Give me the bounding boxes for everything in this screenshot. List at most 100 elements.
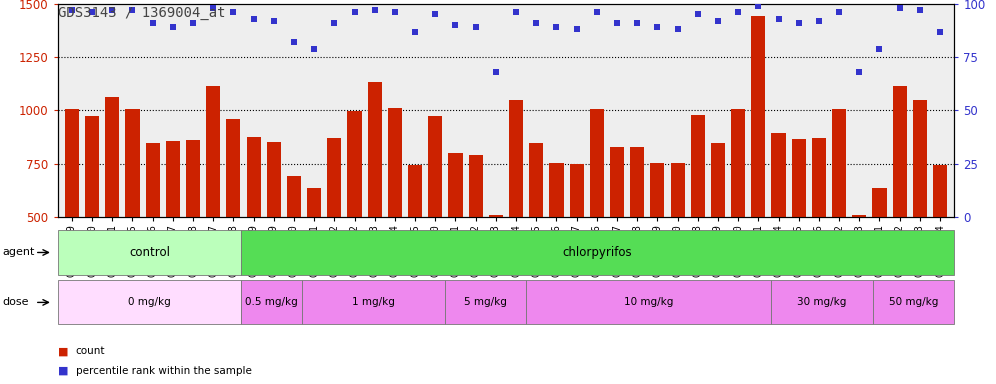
- Bar: [731, 109, 745, 217]
- Point: [124, 7, 140, 13]
- Point: [347, 9, 363, 15]
- Bar: [85, 116, 100, 217]
- Text: 5 mg/kg: 5 mg/kg: [464, 297, 507, 308]
- Text: 10 mg/kg: 10 mg/kg: [623, 297, 673, 308]
- Bar: [650, 162, 664, 217]
- Bar: [428, 116, 442, 217]
- Point: [205, 5, 221, 11]
- Bar: [226, 119, 240, 217]
- Bar: [186, 140, 200, 217]
- Bar: [892, 86, 906, 217]
- Text: 50 mg/kg: 50 mg/kg: [888, 297, 938, 308]
- Bar: [348, 111, 362, 217]
- Bar: [106, 96, 120, 217]
- Point: [710, 18, 726, 24]
- Bar: [165, 141, 180, 217]
- Point: [367, 7, 382, 13]
- Text: 0 mg/kg: 0 mg/kg: [128, 297, 171, 308]
- Point: [891, 5, 907, 11]
- Bar: [630, 147, 644, 217]
- Bar: [247, 137, 261, 217]
- Bar: [853, 215, 867, 217]
- Point: [649, 24, 665, 30]
- Bar: [448, 153, 462, 217]
- Text: 0.5 mg/kg: 0.5 mg/kg: [245, 297, 298, 308]
- Bar: [832, 109, 847, 217]
- Point: [872, 46, 887, 52]
- Point: [791, 20, 807, 26]
- Point: [488, 69, 504, 75]
- Bar: [65, 109, 79, 217]
- Point: [912, 7, 928, 13]
- Point: [165, 24, 181, 30]
- Point: [730, 9, 746, 15]
- Text: ■: ■: [58, 346, 69, 356]
- Point: [852, 69, 868, 75]
- Point: [144, 20, 160, 26]
- Bar: [912, 100, 927, 217]
- Bar: [590, 109, 604, 217]
- Bar: [933, 165, 947, 217]
- Point: [246, 16, 262, 22]
- Point: [306, 46, 322, 52]
- Point: [447, 22, 463, 28]
- Bar: [368, 82, 381, 217]
- Bar: [267, 142, 281, 217]
- Text: GDS3143 / 1369004_at: GDS3143 / 1369004_at: [58, 6, 225, 20]
- Bar: [550, 162, 564, 217]
- Point: [669, 26, 685, 33]
- Point: [690, 12, 706, 18]
- Bar: [206, 86, 220, 217]
- Point: [629, 20, 645, 26]
- Text: ■: ■: [58, 366, 69, 376]
- Text: dose: dose: [2, 297, 29, 308]
- Point: [64, 7, 80, 13]
- Text: percentile rank within the sample: percentile rank within the sample: [76, 366, 252, 376]
- Point: [549, 24, 565, 30]
- Point: [225, 9, 241, 15]
- Text: agent: agent: [2, 247, 35, 258]
- Point: [84, 9, 100, 15]
- Point: [387, 9, 403, 15]
- Bar: [872, 188, 886, 217]
- Point: [609, 20, 624, 26]
- Text: 1 mg/kg: 1 mg/kg: [353, 297, 395, 308]
- Bar: [509, 100, 523, 217]
- Bar: [328, 138, 342, 217]
- Point: [508, 9, 524, 15]
- Bar: [529, 144, 544, 217]
- Bar: [670, 162, 684, 217]
- Text: count: count: [76, 346, 106, 356]
- Point: [811, 18, 827, 24]
- Bar: [489, 215, 503, 217]
- Point: [286, 39, 302, 45]
- Bar: [812, 138, 826, 217]
- Bar: [468, 155, 483, 217]
- Point: [185, 20, 201, 26]
- Bar: [772, 133, 786, 217]
- Bar: [570, 164, 584, 217]
- Bar: [307, 188, 322, 217]
- Point: [266, 18, 282, 24]
- Bar: [751, 16, 765, 217]
- Point: [528, 20, 544, 26]
- Bar: [610, 147, 624, 217]
- Text: control: control: [128, 246, 170, 259]
- Point: [771, 16, 787, 22]
- Text: 30 mg/kg: 30 mg/kg: [797, 297, 847, 308]
- Point: [327, 20, 343, 26]
- Bar: [125, 109, 139, 217]
- Point: [105, 7, 121, 13]
- Point: [407, 28, 423, 35]
- Point: [589, 9, 605, 15]
- Bar: [408, 165, 422, 217]
- Point: [427, 12, 443, 18]
- Bar: [792, 139, 806, 217]
- Bar: [711, 144, 725, 217]
- Bar: [690, 115, 705, 217]
- Point: [750, 3, 766, 9]
- Bar: [145, 144, 159, 217]
- Point: [569, 26, 585, 33]
- Point: [932, 28, 948, 35]
- Bar: [287, 177, 301, 217]
